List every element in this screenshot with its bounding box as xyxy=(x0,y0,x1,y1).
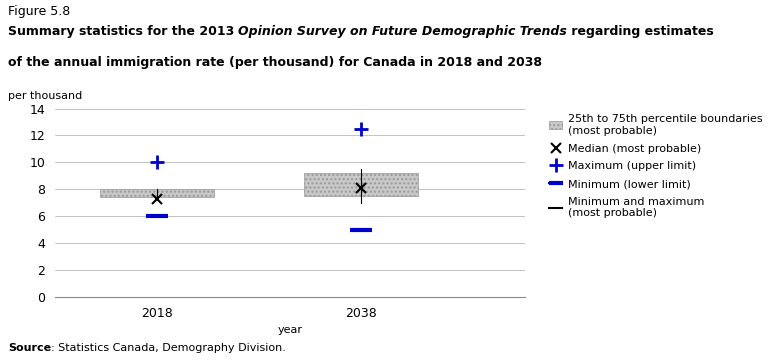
Text: Summary statistics for the 2013: Summary statistics for the 2013 xyxy=(8,25,239,38)
Text: per thousand: per thousand xyxy=(8,91,82,101)
Text: : Statistics Canada, Demography Division.: : Statistics Canada, Demography Division… xyxy=(51,343,286,353)
Text: Figure 5.8: Figure 5.8 xyxy=(8,5,70,18)
Bar xyxy=(99,189,214,197)
Text: regarding estimates: regarding estimates xyxy=(568,25,714,38)
Bar xyxy=(304,173,418,196)
Text: of the annual immigration rate (per thousand) for Canada in 2018 and 2038: of the annual immigration rate (per thou… xyxy=(8,56,542,69)
Legend: 25th to 75th percentile boundaries
(most probable), Median (most probable), Maxi: 25th to 75th percentile boundaries (most… xyxy=(549,114,763,218)
Text: Opinion Survey on Future Demographic Trends: Opinion Survey on Future Demographic Tre… xyxy=(239,25,568,38)
X-axis label: year: year xyxy=(277,325,302,335)
Text: Source: Source xyxy=(8,343,51,353)
